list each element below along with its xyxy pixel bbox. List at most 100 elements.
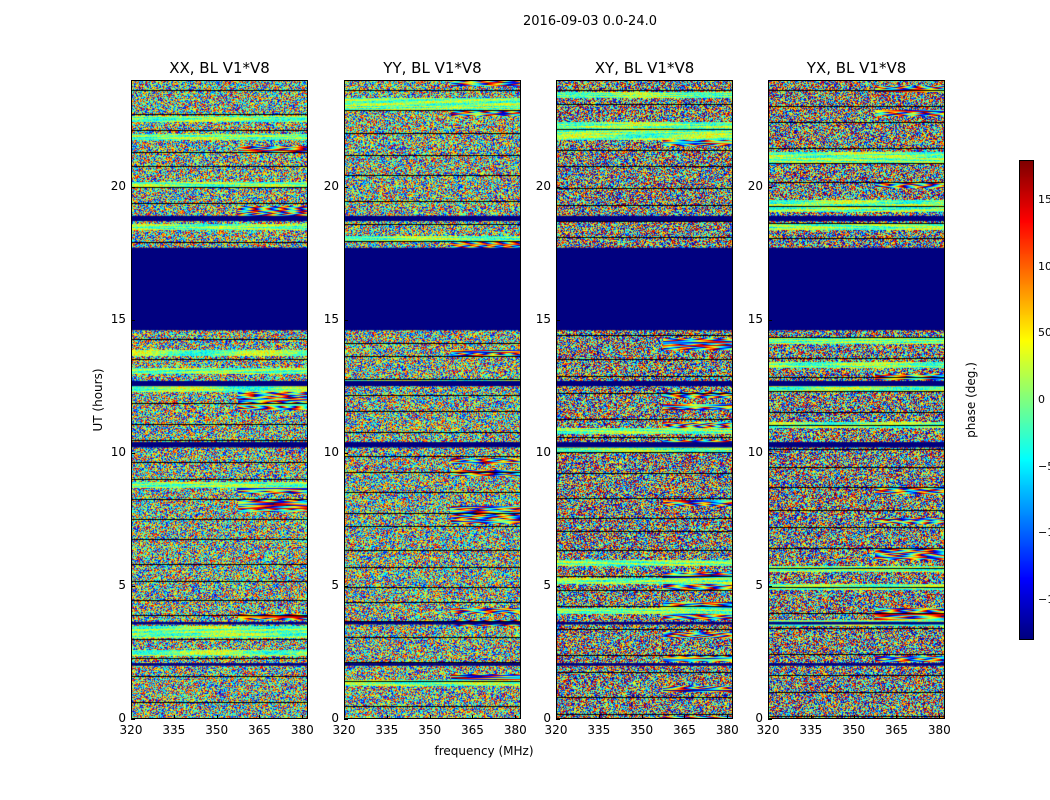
heatmap-panel-xx (131, 80, 308, 719)
x-tick-label: 365 (673, 723, 696, 737)
colorbar-tick-label: 0 (1038, 393, 1045, 406)
colorbar-tick-label: 50 (1038, 326, 1050, 340)
x-tick-label: 320 (332, 723, 356, 737)
x-tick-label: 365 (885, 723, 908, 737)
x-tick-mark (472, 715, 474, 719)
y-tick-mark (768, 452, 772, 454)
x-tick-label: 350 (205, 723, 229, 737)
x-tick-mark (216, 715, 218, 719)
heatmap-canvas-xy (556, 80, 733, 719)
colorbar-tick-label: −100 (1038, 526, 1050, 540)
y-tick-mark (344, 319, 348, 321)
x-tick-mark (853, 715, 855, 719)
y-axis-label: UT (hours) (91, 368, 105, 432)
x-tick-mark (768, 715, 769, 719)
y-tick-label: 5 (755, 577, 763, 592)
x-tick-label: 320 (119, 723, 143, 737)
y-tick-label: 15 (323, 311, 339, 326)
heatmap-panel-yx (768, 80, 945, 719)
x-tick-mark (302, 715, 304, 719)
y-tick-label: 0 (331, 711, 339, 725)
y-tick-mark (131, 585, 135, 587)
y-tick-mark (344, 719, 348, 720)
x-tick-label: 350 (842, 723, 866, 737)
x-tick-label: 335 (162, 723, 186, 737)
x-tick-label: 350 (630, 723, 654, 737)
x-tick-mark (386, 715, 388, 719)
y-tick-mark (131, 452, 135, 454)
x-tick-mark (429, 715, 431, 719)
y-tick-label: 20 (535, 178, 551, 193)
y-tick-label: 5 (118, 577, 126, 592)
panel-title-yx: YX, BL V1*V8 (806, 59, 907, 77)
x-tick-mark (896, 715, 898, 719)
colorbar-tick-label: −50 (1038, 459, 1050, 473)
panel-title-xy: XY, BL V1*V8 (594, 59, 695, 77)
x-tick-mark (556, 715, 557, 719)
y-tick-mark (556, 585, 560, 587)
colorbar (1019, 160, 1034, 640)
x-tick-label: 365 (248, 723, 271, 737)
colorbar-tick-label: 150 (1038, 193, 1050, 206)
heatmap-panel-xy (556, 80, 733, 719)
x-tick-mark (259, 715, 261, 719)
y-tick-label: 5 (331, 577, 339, 592)
x-tick-mark (515, 715, 517, 719)
y-tick-mark (768, 319, 772, 321)
colorbar-label: phase (deg.) (964, 362, 978, 438)
x-tick-label: 335 (587, 723, 611, 737)
y-tick-label: 15 (747, 311, 763, 326)
x-tick-label: 335 (375, 723, 399, 737)
y-tick-mark (556, 319, 560, 321)
y-tick-label: 10 (535, 444, 551, 459)
x-tick-label: 320 (544, 723, 568, 737)
heatmap-canvas-yx (768, 80, 945, 719)
y-tick-label: 20 (747, 178, 763, 193)
y-tick-mark (344, 186, 348, 188)
heatmap-panel-yy (344, 80, 521, 719)
y-tick-label: 0 (543, 711, 551, 725)
x-tick-mark (641, 715, 643, 719)
y-tick-mark (556, 719, 560, 720)
y-tick-label: 5 (543, 577, 551, 592)
x-tick-label: 380 (715, 723, 739, 737)
x-tick-mark (173, 715, 175, 719)
y-tick-label: 0 (118, 711, 126, 725)
y-tick-label: 10 (747, 444, 763, 459)
y-tick-mark (768, 719, 772, 720)
y-tick-mark (344, 585, 348, 587)
y-tick-label: 20 (110, 178, 126, 193)
heatmap-canvas-xx (131, 80, 308, 719)
x-tick-label: 365 (461, 723, 484, 737)
colorbar-tick-label: 100 (1038, 259, 1050, 273)
y-tick-label: 15 (110, 311, 126, 326)
figure-title: 2016-09-03 0.0-24.0 (523, 14, 657, 29)
y-tick-label: 0 (755, 711, 763, 725)
y-tick-mark (768, 186, 772, 188)
colorbar-tick-label: −150 (1038, 593, 1050, 606)
heatmap-canvas-yy (344, 80, 521, 719)
y-tick-label: 10 (110, 444, 126, 459)
x-tick-label: 380 (927, 723, 951, 737)
y-tick-mark (131, 319, 135, 321)
x-tick-mark (810, 715, 812, 719)
y-tick-mark (768, 585, 772, 587)
x-tick-mark (727, 715, 729, 719)
x-tick-mark (344, 715, 345, 719)
y-tick-label: 10 (323, 444, 339, 459)
x-tick-label: 350 (418, 723, 442, 737)
x-tick-label: 380 (503, 723, 527, 737)
x-tick-label: 335 (799, 723, 823, 737)
y-tick-label: 15 (535, 311, 551, 326)
y-tick-mark (556, 452, 560, 454)
x-tick-mark (684, 715, 686, 719)
y-tick-mark (131, 186, 135, 188)
y-tick-mark (131, 719, 135, 720)
panel-title-yy: YY, BL V1*V8 (383, 59, 482, 77)
x-tick-mark (598, 715, 600, 719)
panel-title-xx: XX, BL V1*V8 (169, 59, 270, 77)
y-tick-mark (556, 186, 560, 188)
y-tick-label: 20 (323, 178, 339, 193)
x-tick-mark (131, 715, 132, 719)
